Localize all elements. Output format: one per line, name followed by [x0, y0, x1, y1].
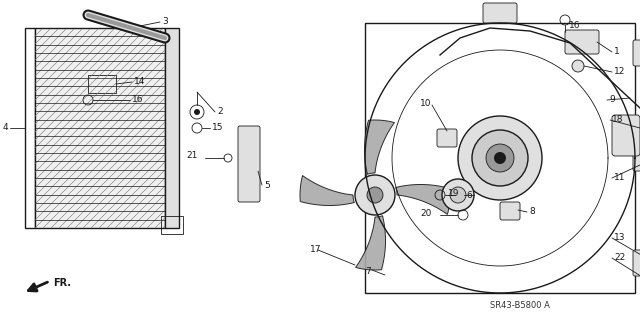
FancyBboxPatch shape	[633, 250, 640, 276]
Text: 16: 16	[132, 95, 143, 105]
Text: 17: 17	[310, 246, 321, 255]
FancyBboxPatch shape	[633, 40, 640, 66]
Text: 13: 13	[614, 234, 625, 242]
Text: 10: 10	[420, 99, 431, 108]
Circle shape	[355, 175, 395, 215]
Polygon shape	[356, 216, 385, 270]
Text: FR.: FR.	[53, 278, 71, 288]
Polygon shape	[300, 175, 355, 205]
Circle shape	[486, 144, 514, 172]
Text: 2: 2	[217, 108, 223, 116]
FancyBboxPatch shape	[633, 145, 640, 171]
Circle shape	[442, 179, 474, 211]
FancyBboxPatch shape	[500, 202, 520, 220]
Polygon shape	[35, 28, 165, 228]
FancyBboxPatch shape	[238, 126, 260, 202]
Text: 3: 3	[162, 18, 168, 26]
Text: 16: 16	[569, 20, 580, 29]
FancyBboxPatch shape	[612, 115, 640, 156]
FancyBboxPatch shape	[565, 30, 599, 54]
Text: 18: 18	[612, 115, 623, 124]
Text: 6: 6	[466, 190, 472, 199]
Circle shape	[472, 130, 528, 186]
Circle shape	[494, 152, 506, 164]
Text: 22: 22	[614, 254, 625, 263]
Text: 11: 11	[614, 174, 625, 182]
Text: 7: 7	[365, 268, 371, 277]
Polygon shape	[165, 28, 179, 228]
Circle shape	[572, 60, 584, 72]
Text: 12: 12	[614, 68, 625, 77]
Text: 21: 21	[186, 152, 197, 160]
Text: 20: 20	[420, 209, 431, 218]
FancyBboxPatch shape	[437, 129, 457, 147]
Text: 14: 14	[134, 78, 145, 86]
Circle shape	[194, 109, 200, 115]
Circle shape	[367, 187, 383, 203]
Text: 8: 8	[529, 207, 535, 217]
Polygon shape	[365, 120, 394, 174]
Text: 1: 1	[614, 48, 620, 56]
Text: 4: 4	[3, 123, 8, 132]
Text: 19: 19	[448, 189, 460, 197]
Circle shape	[450, 187, 466, 203]
Text: 15: 15	[212, 123, 223, 132]
FancyBboxPatch shape	[483, 3, 517, 23]
Circle shape	[458, 116, 542, 200]
Text: SR43-B5800 A: SR43-B5800 A	[490, 300, 550, 309]
Text: 9: 9	[609, 95, 615, 105]
Text: 5: 5	[264, 181, 269, 189]
Polygon shape	[396, 184, 450, 214]
